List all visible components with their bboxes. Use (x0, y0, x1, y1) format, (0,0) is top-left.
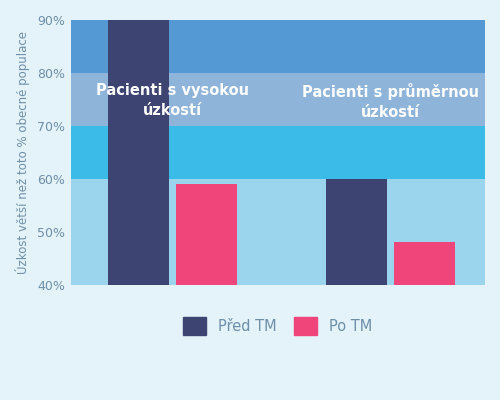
Bar (70, 179, 485, 284)
Bar (326, 179, 386, 284)
Bar (70, 73, 485, 126)
Text: Pacienti s vysokou
úzkostí: Pacienti s vysokou úzkostí (96, 84, 249, 118)
Bar (108, 20, 168, 284)
Bar (70, 126, 485, 179)
Legend: Před TM, Po TM: Před TM, Po TM (183, 317, 372, 336)
Text: Pacienti s průměrnou
úzkostí: Pacienti s průměrnou úzkostí (302, 84, 479, 120)
Bar (394, 242, 455, 284)
Bar (176, 184, 237, 284)
Y-axis label: Úzkost větší než toto % obecné populace: Úzkost větší než toto % obecné populace (15, 31, 30, 274)
Bar (70, 20, 485, 73)
